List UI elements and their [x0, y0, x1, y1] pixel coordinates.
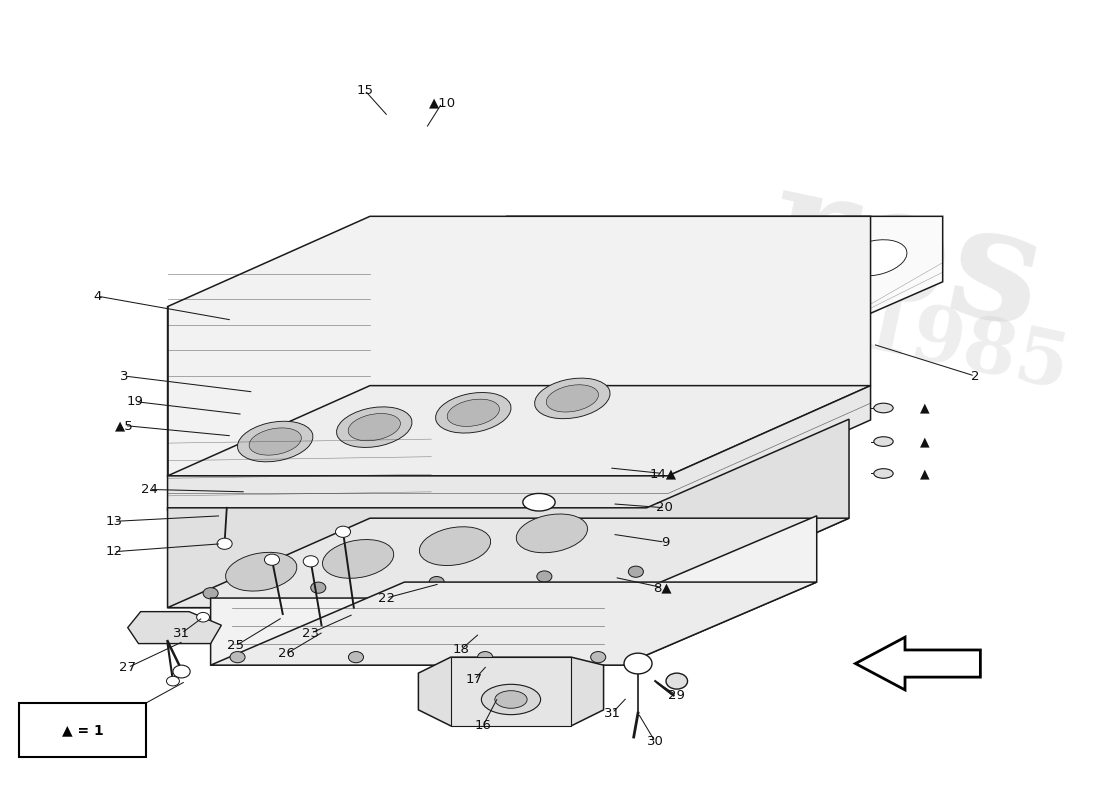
Ellipse shape	[755, 250, 818, 286]
Circle shape	[628, 566, 643, 578]
Text: ▲: ▲	[920, 402, 929, 414]
Ellipse shape	[619, 251, 642, 264]
Ellipse shape	[337, 407, 412, 447]
Text: 19: 19	[126, 395, 144, 408]
Text: 15: 15	[356, 84, 373, 97]
Text: 22: 22	[377, 591, 395, 605]
Circle shape	[166, 676, 179, 686]
FancyArrowPatch shape	[658, 683, 671, 694]
Text: 26: 26	[277, 647, 295, 661]
Circle shape	[336, 526, 351, 538]
Ellipse shape	[226, 552, 297, 591]
Text: 31: 31	[173, 626, 190, 640]
Text: 14▲: 14▲	[649, 467, 676, 480]
Text: ▲: ▲	[920, 435, 929, 448]
Ellipse shape	[873, 469, 893, 478]
Text: ▲: ▲	[920, 467, 929, 480]
Circle shape	[666, 673, 688, 689]
Polygon shape	[167, 386, 870, 510]
Circle shape	[217, 538, 232, 550]
Ellipse shape	[419, 526, 491, 566]
Polygon shape	[128, 612, 221, 643]
Text: 8▲: 8▲	[653, 581, 672, 594]
Text: 31: 31	[604, 706, 620, 719]
Circle shape	[197, 613, 209, 622]
Polygon shape	[856, 637, 980, 690]
Ellipse shape	[705, 242, 728, 254]
Ellipse shape	[496, 286, 560, 322]
Ellipse shape	[348, 414, 400, 441]
Text: 16: 16	[474, 719, 492, 732]
Polygon shape	[167, 386, 870, 476]
Ellipse shape	[322, 539, 394, 578]
Text: 18: 18	[453, 642, 470, 656]
Polygon shape	[167, 216, 870, 476]
Circle shape	[304, 556, 318, 567]
Ellipse shape	[722, 310, 744, 322]
Text: 17: 17	[466, 673, 483, 686]
FancyBboxPatch shape	[19, 702, 146, 757]
Text: 27: 27	[119, 661, 136, 674]
Text: 9: 9	[661, 536, 669, 549]
Ellipse shape	[249, 428, 301, 455]
Text: euromoto: euromoto	[307, 322, 641, 382]
Text: 1985: 1985	[852, 290, 1076, 406]
Ellipse shape	[448, 399, 499, 426]
Ellipse shape	[238, 422, 312, 462]
Polygon shape	[318, 216, 943, 364]
Circle shape	[230, 651, 245, 662]
Polygon shape	[167, 419, 849, 608]
Circle shape	[429, 577, 444, 588]
Circle shape	[264, 554, 279, 566]
Text: 13: 13	[106, 515, 122, 528]
Text: res: res	[755, 152, 1056, 360]
Text: 29: 29	[669, 689, 685, 702]
Circle shape	[537, 571, 552, 582]
Text: 23: 23	[302, 626, 319, 640]
Ellipse shape	[436, 393, 512, 433]
Text: 20: 20	[657, 502, 673, 514]
Ellipse shape	[482, 684, 540, 714]
Polygon shape	[210, 516, 816, 665]
Text: ▲5: ▲5	[116, 419, 134, 432]
Ellipse shape	[807, 299, 830, 312]
Text: 3: 3	[120, 370, 129, 382]
Polygon shape	[451, 657, 571, 726]
Text: ▲ = 1: ▲ = 1	[62, 723, 103, 737]
Text: 30: 30	[647, 735, 663, 748]
Circle shape	[591, 651, 606, 662]
Circle shape	[624, 653, 652, 674]
Circle shape	[173, 665, 190, 678]
Circle shape	[310, 582, 326, 594]
Text: 2: 2	[970, 370, 979, 382]
Ellipse shape	[547, 385, 598, 412]
Ellipse shape	[549, 332, 572, 345]
Ellipse shape	[671, 261, 735, 297]
Text: ▲10: ▲10	[429, 97, 455, 110]
Ellipse shape	[534, 262, 556, 274]
Ellipse shape	[516, 514, 587, 553]
Polygon shape	[167, 518, 849, 608]
Ellipse shape	[495, 690, 527, 708]
Ellipse shape	[843, 240, 906, 276]
Polygon shape	[418, 657, 604, 726]
Text: 28: 28	[119, 706, 136, 719]
Ellipse shape	[535, 378, 611, 418]
Ellipse shape	[873, 403, 893, 413]
Polygon shape	[210, 582, 816, 665]
Ellipse shape	[635, 320, 658, 333]
Circle shape	[204, 588, 218, 599]
Text: a passion for excellence 1985: a passion for excellence 1985	[339, 398, 609, 434]
Ellipse shape	[584, 272, 649, 308]
Text: 4: 4	[94, 290, 102, 302]
Text: 24: 24	[141, 483, 157, 496]
Ellipse shape	[791, 232, 814, 245]
Circle shape	[349, 651, 363, 662]
Ellipse shape	[522, 494, 556, 511]
Text: 25: 25	[227, 639, 244, 653]
Text: 12: 12	[106, 546, 122, 558]
Ellipse shape	[873, 437, 893, 446]
Circle shape	[477, 651, 493, 662]
